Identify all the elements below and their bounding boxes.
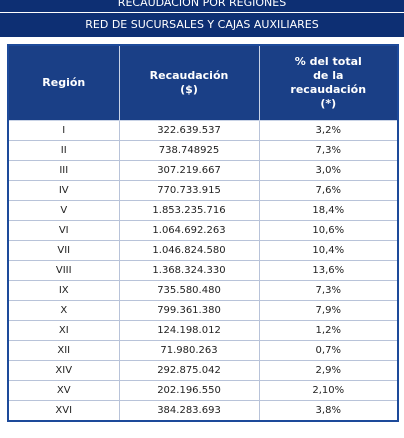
table-cell: 124.198.012 [118,320,260,341]
table-cell: III [7,160,120,181]
table-cell: IV [7,180,120,201]
table-cell: VII [7,240,120,261]
table-cell: 10,4% [258,240,399,261]
table-row: XIV 292.875.042 2,9% [7,360,399,381]
table-row: VI 1.064.692.263 10,6% [7,220,399,241]
column-header: Recaudación ($) [118,44,260,121]
table-cell: 7,9% [258,300,399,321]
table-row: X 799.361.380 7,9% [7,300,399,321]
column-header-text: Región [42,76,86,89]
table-cell: 1.853.235.716 [118,200,260,221]
table-row: IV 770.733.915 7,6% [7,180,399,201]
table-cell: 3,0% [258,160,399,181]
table-row: IX 735.580.480 7,3% [7,280,399,301]
table-row: XV 202.196.550 2,10% [7,380,399,401]
table-cell: 202.196.550 [118,380,260,401]
table-cell: 2,10% [258,380,399,401]
table-cell: 7,3% [258,280,399,301]
table-cell: XVI [7,400,120,422]
table-cell: 799.361.380 [118,300,260,321]
table-cell: 384.283.693 [118,400,260,422]
table-cell: 18,4% [258,200,399,221]
column-header: Región [7,44,120,121]
table-row: XI 124.198.012 1,2% [7,320,399,341]
table-cell: 770.733.915 [118,180,260,201]
table-cell: 738.748925 [118,140,260,161]
table-row: VII 1.046.824.580 10,4% [7,240,399,261]
table-body: I 322.639.537 3,2% II 738.748925 7,3% III 307.2… [7,120,399,422]
table-cell: 307.219.667 [118,160,260,181]
table-cell: 1,2% [258,320,399,341]
table-cell: 3,2% [258,120,399,141]
table-cell: I [7,120,120,141]
table-cell: 1.368.324.330 [118,260,260,281]
table-cell: 0,7% [258,340,399,361]
table-cell: 735.580.480 [118,280,260,301]
table-cell: 1.046.824.580 [118,240,260,261]
table-cell: 322.639.537 [118,120,260,141]
table-cell: 7,6% [258,180,399,201]
table-cell: 3,8% [258,400,399,422]
table-row: II 738.748925 7,3% [7,140,399,161]
table-cell: XIV [7,360,120,381]
table-cell: XII [7,340,120,361]
column-header-text: Recaudación ($) [149,69,229,96]
table-cell: 7,3% [258,140,399,161]
title: RECAUDACIÓN POR REGIONES [0,0,404,12]
table-cell: X [7,300,120,321]
table: Región Recaudación ($) % del total de la r… [7,44,399,422]
header-row: Región Recaudación ($) % del total de la r… [7,44,399,121]
table-cell: 71.980.263 [118,340,260,361]
subtitle: RED DE SUCURSALES Y CAJAS AUXILIARES [0,12,404,37]
table-cell: IX [7,280,120,301]
column-header: % del total de la recaudación (*) [258,44,399,121]
table-cell: 1.064.692.263 [118,220,260,241]
table-row: III 307.219.667 3,0% [7,160,399,181]
table-cell: 10,6% [258,220,399,241]
table-cell: V [7,200,120,221]
table-row: VIII 1.368.324.330 13,6% [7,260,399,281]
table-cell: 13,6% [258,260,399,281]
table-row: I 322.639.537 3,2% [7,120,399,141]
column-header-text: % del total de la recaudación (*) [290,55,367,110]
table-cell: XV [7,380,120,401]
table-cell: VI [7,220,120,241]
table-cell: 292.875.042 [118,360,260,381]
table-cell: 2,9% [258,360,399,381]
table-cell: XI [7,320,120,341]
table-row: V 1.853.235.716 18,4% [7,200,399,221]
table-cell: VIII [7,260,120,281]
table-row: XII 71.980.263 0,7% [7,340,399,361]
table-row: XVI 384.283.693 3,8% [7,400,399,422]
table-cell: II [7,140,120,161]
